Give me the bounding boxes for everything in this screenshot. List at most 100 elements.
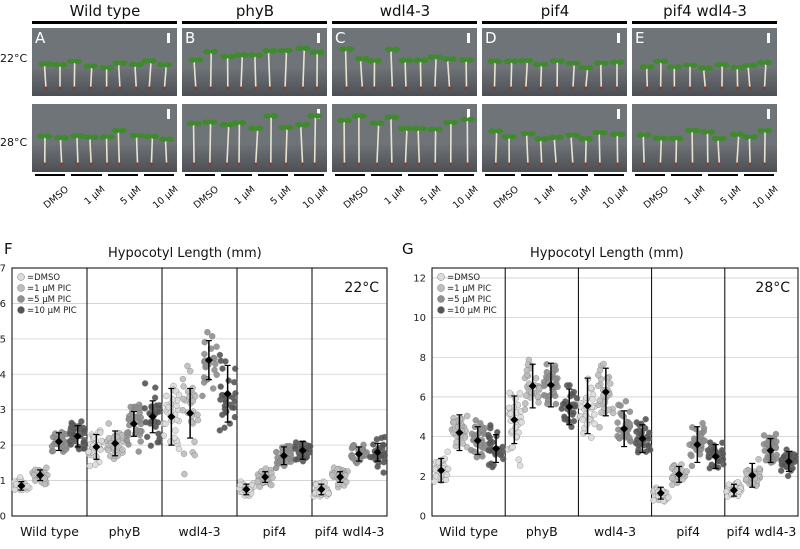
- seedling-cotyledon: [135, 61, 144, 68]
- seedling-root: [717, 162, 721, 166]
- seedling-hypocotyl: [164, 139, 168, 165]
- seedlings: [186, 113, 323, 166]
- data-point: [577, 403, 584, 410]
- x-category-label: Wild type: [20, 524, 79, 539]
- seedling-cotyledon: [556, 58, 565, 64]
- seedling-root: [672, 86, 676, 90]
- y-tick-label: 5: [0, 334, 6, 345]
- data-point: [691, 435, 698, 442]
- seedling-root: [89, 162, 93, 166]
- treatment-label: 1 μM: [82, 184, 108, 208]
- data-point: [86, 462, 94, 470]
- legend-label: =DMSO: [447, 273, 480, 283]
- seedling-root: [598, 162, 602, 166]
- seedling-cotyledon: [411, 125, 420, 132]
- mean-marker: [261, 473, 270, 482]
- data-point: [512, 424, 519, 431]
- data-point: [468, 430, 476, 437]
- x-category-label: wdl4-3: [178, 524, 220, 539]
- treatment-bar: [293, 174, 324, 176]
- data-point: [516, 390, 524, 397]
- data-point: [381, 433, 388, 441]
- data-point: [80, 427, 87, 434]
- seedling-cotyledon: [518, 57, 527, 64]
- seedling-cotyledon: [652, 135, 661, 142]
- seedling-hypocotyl: [193, 59, 197, 89]
- seedling-root: [372, 86, 376, 90]
- data-point: [216, 351, 224, 359]
- seedling-root: [658, 162, 662, 166]
- treatment-bar: [671, 174, 702, 176]
- seedling-cotyledon: [66, 58, 75, 65]
- seedling-root: [313, 162, 317, 166]
- data-point: [208, 332, 216, 340]
- data-point: [230, 378, 238, 386]
- seedling-hypocotyl: [763, 62, 767, 89]
- seedling-hypocotyl: [89, 66, 93, 89]
- data-point: [292, 456, 299, 463]
- mean-marker: [167, 412, 176, 421]
- seedling-cotyledon: [525, 57, 534, 64]
- data-point: [148, 403, 155, 410]
- data-point: [499, 443, 506, 451]
- seedling-cotyledon: [449, 56, 458, 62]
- treatment-label: 10 μM: [600, 184, 631, 212]
- seedling-cotyledon: [59, 62, 68, 68]
- seedling-root: [433, 162, 437, 166]
- seedling-cotyledon: [255, 125, 264, 132]
- legend-label: =DMSO: [27, 273, 60, 283]
- data-point: [596, 424, 603, 431]
- data-point: [444, 465, 452, 473]
- data-point: [41, 475, 48, 482]
- seedling-hypocotyl: [417, 128, 421, 165]
- seedling-root: [357, 162, 361, 166]
- seedling-cotyledon: [646, 64, 655, 70]
- seedling-cotyledon: [238, 120, 247, 126]
- data-point: [583, 394, 590, 402]
- data-point: [325, 490, 332, 497]
- seedling-root: [315, 86, 319, 90]
- data-point: [626, 408, 634, 415]
- data-point: [225, 377, 232, 384]
- mean-marker: [73, 432, 82, 441]
- seedling-root: [162, 86, 166, 90]
- seedling-root: [134, 86, 138, 90]
- treatment-bar: [107, 174, 138, 176]
- seedling-root: [404, 86, 408, 90]
- data-point: [374, 463, 381, 470]
- data-point: [292, 445, 299, 452]
- seedling-cotyledon: [54, 134, 63, 141]
- seedling-cotyledon: [398, 57, 407, 64]
- mean-marker: [111, 439, 120, 448]
- seedling-hypocotyl: [598, 132, 601, 165]
- seedling-cotyledon: [339, 46, 348, 52]
- legend-swatch: [17, 284, 25, 292]
- seedling-cotyledon: [219, 121, 228, 128]
- seedling-photo: C: [332, 28, 477, 96]
- seedling-cotyledon: [141, 58, 150, 64]
- seedling-hypocotyl: [525, 133, 529, 165]
- seedling-cotyledon: [585, 135, 594, 142]
- genotype-bar: [482, 21, 627, 24]
- seedling-cotyledon: [404, 125, 413, 132]
- seedling-hypocotyl: [434, 57, 437, 89]
- seedling-photo: [482, 104, 627, 172]
- legend-swatch: [17, 273, 25, 281]
- data-point: [570, 409, 577, 416]
- seedling-root: [149, 162, 153, 166]
- seedling-root: [720, 86, 724, 90]
- treatment-label: 5 μM: [418, 184, 444, 208]
- mean-marker: [656, 489, 665, 498]
- data-point: [487, 438, 495, 445]
- seedling-root: [645, 86, 649, 90]
- seedling-cotyledon: [692, 127, 701, 134]
- data-point: [778, 467, 785, 474]
- data-point: [119, 446, 126, 453]
- seedling-cotyledon: [186, 120, 195, 127]
- seedling-cotyledon: [675, 135, 684, 142]
- seedling-cotyledon: [520, 130, 529, 137]
- seedling-cotyledon: [534, 136, 543, 142]
- y-tick-label: 7: [0, 264, 6, 275]
- data-point: [127, 403, 134, 411]
- seedling-cotyledon: [714, 61, 723, 68]
